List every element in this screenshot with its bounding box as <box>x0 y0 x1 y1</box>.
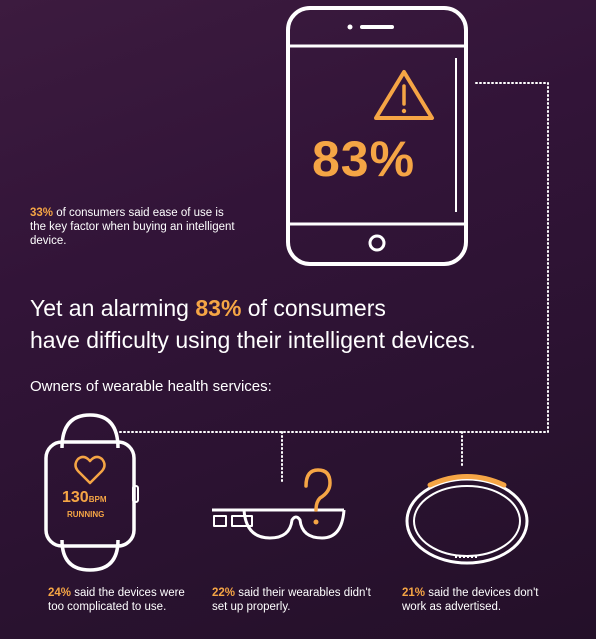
question-mark-icon <box>304 468 332 525</box>
headline-line1-post: of consumers <box>241 295 386 321</box>
stat-text: said the devices were too complicated to… <box>48 587 185 613</box>
headline-line2: have difficulty using their intelligent … <box>30 327 476 353</box>
fitness-band-icon <box>405 474 529 565</box>
headline-line1-pre: Yet an alarming <box>30 295 196 321</box>
stat-text: said their wearables didn't set up prope… <box>212 587 371 613</box>
heart-icon <box>74 455 106 485</box>
owners-label: Owners of wearable health services: <box>30 378 272 395</box>
stat-highlight: 21% <box>402 587 426 599</box>
headline-highlight: 83% <box>195 295 242 321</box>
stat-text: of consumers said ease of use is the key… <box>30 207 235 247</box>
dotted-connector <box>119 82 549 483</box>
stat-not-as-advertised: 21% said the devices don't work as adver… <box>402 586 562 614</box>
smartwatch-icon <box>44 413 139 572</box>
stat-highlight: 24% <box>48 587 72 599</box>
stat-ease-of-use: 33% of consumers said ease of use is the… <box>30 206 240 248</box>
headline: Yet an alarming 83% of consumers have di… <box>30 292 550 356</box>
smart-glasses-icon <box>212 508 346 540</box>
stat-too-complicated: 24% said the devices were too complicate… <box>48 586 188 614</box>
stat-text: said the devices don't work as advertise… <box>402 587 539 613</box>
stat-setup-failed: 22% said their wearables didn't set up p… <box>212 586 372 614</box>
activity-status: RUNNING <box>67 510 105 519</box>
warning-icon <box>374 70 434 120</box>
bpm-unit: BPM <box>88 495 107 504</box>
stat-highlight: 22% <box>212 587 236 599</box>
smartphone-icon <box>286 6 468 266</box>
bpm-readout: 130BPM <box>62 490 106 508</box>
phone-percent: 83% <box>312 131 416 187</box>
bpm-value: 130 <box>62 489 89 506</box>
stat-highlight: 33% <box>30 207 54 219</box>
